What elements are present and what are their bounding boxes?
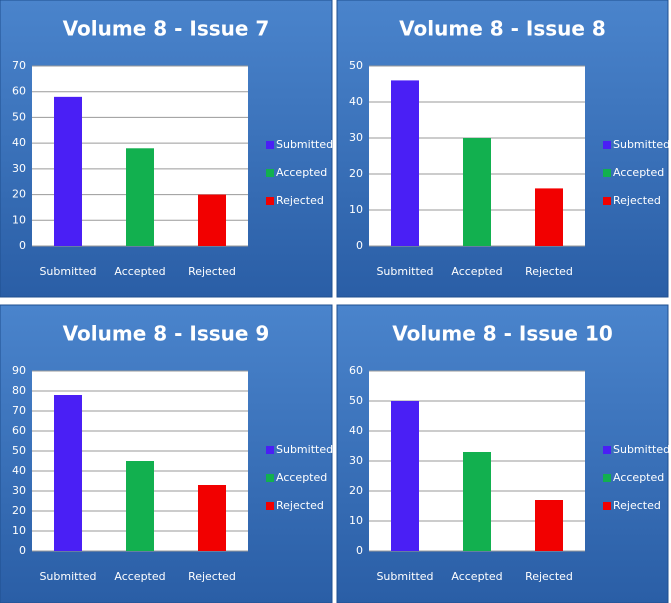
x-tick-label: Rejected [188,570,236,583]
x-tick-label: Accepted [451,265,502,278]
y-tick-label: 80 [12,384,26,397]
y-tick-label: 0 [356,544,363,557]
x-tick-label: Submitted [39,570,96,583]
y-tick-label: 50 [12,444,26,457]
bar [463,138,491,246]
x-tick-label: Submitted [376,265,433,278]
y-tick-label: 10 [12,213,26,226]
legend-label: Accepted [276,166,327,179]
y-tick-label: 50 [349,59,363,72]
bar [535,500,563,551]
bar [126,461,154,551]
y-tick-label: 40 [349,424,363,437]
bar [198,485,226,551]
x-tick-label: Submitted [39,265,96,278]
y-tick-label: 70 [12,59,26,72]
bar [463,452,491,551]
x-tick-label: Accepted [114,570,165,583]
legend-swatch [603,169,611,177]
legend-label: Submitted [276,443,333,456]
legend-label: Accepted [276,471,327,484]
legend-label: Accepted [613,471,664,484]
legend-swatch [603,474,611,482]
x-tick-label: Submitted [376,570,433,583]
legend-swatch [266,474,274,482]
legend-swatch [266,197,274,205]
y-tick-label: 70 [12,404,26,417]
legend-label: Rejected [613,499,661,512]
bar [54,96,82,246]
y-tick-label: 60 [12,85,26,98]
chart-panel: Volume 8 - Issue 8 0 10 20 30 40 50 Submitted Su… [336,0,670,298]
x-tick-label: Accepted [451,570,502,583]
y-tick-label: 40 [12,136,26,149]
y-tick-label: 50 [12,110,26,123]
y-tick-label: 60 [12,424,26,437]
y-tick-label: 20 [349,484,363,497]
y-tick-label: 10 [349,514,363,527]
chart-panel: Volume 8 - Issue 10 0 10 20 30 40 50 60 Submitte… [336,304,670,603]
bar [391,401,419,551]
x-tick-label: Rejected [525,570,573,583]
y-tick-label: 0 [356,239,363,252]
chart-title: Volume 8 - Issue 8 [399,17,606,41]
legend-label: Submitted [613,443,670,456]
legend-label: Submitted [276,138,333,151]
y-tick-label: 40 [12,464,26,477]
chart-title: Volume 8 - Issue 10 [392,322,613,346]
y-tick-label: 30 [12,162,26,175]
y-tick-label: 10 [349,203,363,216]
legend-label: Rejected [613,194,661,207]
legend-swatch [603,141,611,149]
y-tick-label: 30 [349,454,363,467]
legend-swatch [266,502,274,510]
bar [54,395,82,551]
legend-label: Submitted [613,138,670,151]
y-tick-label: 20 [12,188,26,201]
legend-swatch [603,446,611,454]
x-tick-label: Accepted [114,265,165,278]
y-tick-label: 60 [349,364,363,377]
legend-swatch [266,169,274,177]
legend-swatch [603,502,611,510]
legend-swatch [266,446,274,454]
y-tick-label: 50 [349,394,363,407]
bar [198,194,226,246]
bar [391,80,419,247]
legend-label: Rejected [276,499,324,512]
y-tick-label: 10 [12,524,26,537]
x-tick-label: Rejected [525,265,573,278]
legend-label: Rejected [276,194,324,207]
chart-panel: Volume 8 - Issue 9 0 10 20 30 40 50 60 70 80 90 Sub… [0,304,333,603]
y-tick-label: 0 [19,544,26,557]
bar [535,188,563,246]
y-tick-label: 30 [12,484,26,497]
y-tick-label: 0 [19,239,26,252]
legend-swatch [603,197,611,205]
y-tick-label: 20 [349,167,363,180]
y-tick-label: 30 [349,131,363,144]
y-tick-label: 40 [349,95,363,108]
legend-swatch [266,141,274,149]
chart-title: Volume 8 - Issue 7 [63,17,270,41]
legend-label: Accepted [613,166,664,179]
x-tick-label: Rejected [188,265,236,278]
bar [126,148,154,246]
y-tick-label: 20 [12,504,26,517]
chart-title: Volume 8 - Issue 9 [63,322,270,346]
y-tick-label: 90 [12,364,26,377]
chart-panel: Volume 8 - Issue 7 0 10 20 30 40 50 60 70 Submitt… [0,0,333,298]
